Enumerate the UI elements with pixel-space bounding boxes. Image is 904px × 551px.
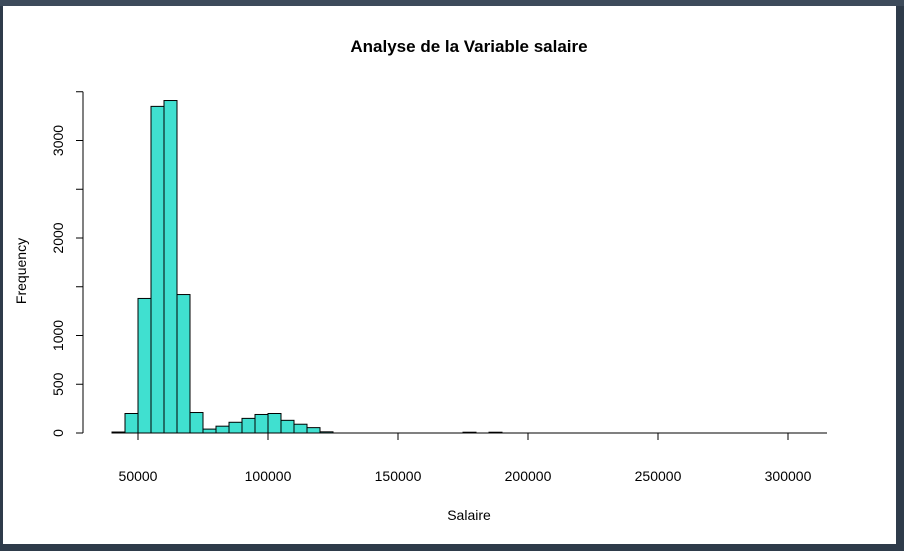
histogram-bar-10 bbox=[228, 421, 243, 434]
histogram-bar-15 bbox=[293, 423, 308, 434]
histogram-bar-6 bbox=[176, 294, 191, 434]
y-tick-label-4: 2000 bbox=[50, 222, 66, 253]
x-axis: 50000 100000 150000 200000 250000 300000 bbox=[112, 432, 827, 484]
histogram-bar-11 bbox=[241, 417, 256, 434]
y-axis-label: Frequency bbox=[13, 238, 29, 304]
x-tick-label-6: 300000 bbox=[765, 468, 812, 484]
histogram-bar-5 bbox=[163, 100, 178, 434]
histogram-bars bbox=[111, 100, 503, 434]
histogram-bar-12 bbox=[254, 413, 269, 434]
chart-title: Analyse de la Variable salaire bbox=[350, 37, 587, 56]
y-axis: 0 500 1000 2000 3000 bbox=[50, 91, 84, 437]
x-tick-label-4: 200000 bbox=[505, 468, 552, 484]
histogram-bar-16 bbox=[306, 427, 321, 434]
histogram-bar-4 bbox=[150, 105, 165, 434]
y-tick-label-3: 1000 bbox=[50, 320, 66, 351]
x-tick-label-3: 150000 bbox=[375, 468, 422, 484]
histogram-bar-14 bbox=[280, 419, 295, 434]
histogram-bar-2 bbox=[124, 413, 139, 434]
histogram-bar-9 bbox=[215, 425, 230, 434]
x-tick-label-2: 100000 bbox=[245, 468, 292, 484]
x-tick-label-5: 250000 bbox=[635, 468, 682, 484]
y-tick-label-5: 3000 bbox=[50, 125, 66, 156]
x-tick-label-1: 50000 bbox=[119, 468, 158, 484]
histogram-bar-8 bbox=[202, 428, 217, 434]
x-axis-label: Salaire bbox=[447, 507, 491, 523]
plot-window: Analyse de la Variable salaire Salaire F… bbox=[3, 6, 896, 544]
window-border-right bbox=[896, 6, 904, 551]
y-tick-label-1: 0 bbox=[50, 429, 66, 437]
histogram-bar-13 bbox=[267, 413, 282, 434]
window-title-bar bbox=[0, 0, 904, 6]
histogram-bar-7 bbox=[189, 412, 204, 434]
histogram-chart: Analyse de la Variable salaire Salaire F… bbox=[13, 37, 827, 523]
histogram-bar-3 bbox=[137, 297, 152, 434]
y-tick-label-2: 500 bbox=[50, 372, 66, 396]
